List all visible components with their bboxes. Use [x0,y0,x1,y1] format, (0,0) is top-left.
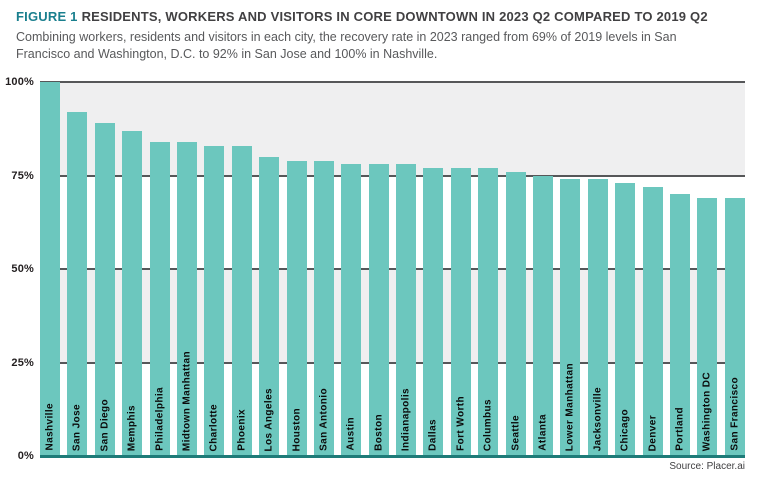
figure-title: FIGURE 1 RESIDENTS, WORKERS AND VISITORS … [16,9,746,24]
bar-label: Boston [373,414,385,451]
y-axis: 100% 75% 50% 25% 0% [0,76,34,462]
bar-seattle: Seattle [505,171,526,456]
bar-label: Chicago [619,408,631,451]
bar-phoenix: Phoenix [231,145,252,456]
bar-los-angeles: Los Angeles [259,156,280,456]
y-tick-label: 25% [11,356,34,369]
bar-label: Atlanta [537,414,549,451]
bar-chicago: Chicago [615,183,636,456]
bar-portland: Portland [669,194,690,456]
bar-fort-worth: Fort Worth [450,168,471,456]
bar-san-antonio: San Antonio [313,160,334,456]
gridline-25 [40,361,745,364]
bar-boston: Boston [368,164,389,456]
bar-indianapolis: Indianapolis [396,164,417,456]
bars-container: Nashville San Jose San Diego Memphis Philade… [40,82,745,456]
bar-washington-dc: Washington DC [697,197,718,456]
bar-label: Seattle [510,415,522,451]
x-axis-baseline [40,455,745,458]
plot-area: Nashville San Jose San Diego Memphis Philade… [40,81,745,458]
bar-label: Charlotte [208,403,220,452]
bar-label: San Antonio [318,388,330,451]
bar-label: Washington DC [701,371,713,451]
figure-subtitle: Combining workers, residents and visitor… [16,30,677,61]
bar-label: Nashville [44,403,56,451]
bar-houston: Houston [286,160,307,456]
bar-label: Phoenix [236,409,248,451]
figure-header: FIGURE 1 RESIDENTS, WORKERS AND VISITORS … [16,9,746,63]
gridline-75 [40,174,745,177]
bar-austin: Austin [341,164,362,456]
bar-label: Indianapolis [400,387,412,451]
bar-midtown-manhattan: Midtown Manhattan [176,141,197,456]
y-tick-label: 75% [11,169,34,182]
bar-san-jose: San Jose [67,111,88,456]
source-note: Source: Placer.ai [669,461,745,472]
bar-label: Denver [647,414,659,451]
bar-label: Los Angeles [263,387,275,452]
bar-columbus: Columbus [478,168,499,456]
y-tick-label: 100% [5,76,34,88]
bar-jacksonville: Jacksonville [587,179,608,456]
bar-memphis: Memphis [122,130,143,456]
bar-charlotte: Charlotte [204,145,225,456]
bar-label: Portland [674,407,686,451]
bar-label: Memphis [126,404,138,451]
bar-lower-manhattan: Lower Manhattan [560,179,581,456]
gridline-50 [40,268,745,270]
bar-label: Austin [345,417,357,451]
bar-atlanta: Atlanta [533,175,554,456]
bar-philadelphia: Philadelphia [149,141,170,456]
bar-dallas: Dallas [423,168,444,456]
bar-san-francisco: San Francisco [724,197,745,456]
bar-san-diego: San Diego [94,123,115,456]
figure-number-label: FIGURE 1 [16,9,78,24]
bar-label: Houston [291,407,303,451]
y-tick-label: 0% [17,450,34,462]
bar-label: San Jose [71,403,83,451]
bar-label: Jacksonville [592,386,604,451]
bar-label: Fort Worth [455,396,467,451]
bar-label: Midtown Manhattan [181,350,193,451]
bar-nashville: Nashville [40,82,60,456]
bar-label: Philadelphia [154,387,166,451]
bar-label: San Diego [99,398,111,452]
bar-denver: Denver [642,186,663,456]
bar-label: Dallas [427,419,439,451]
bar-label: San Francisco [729,377,741,451]
gridline-100 [40,81,745,83]
y-tick-label: 50% [11,263,34,275]
bar-label: Lower Manhattan [564,362,576,451]
figure-title-text: RESIDENTS, WORKERS AND VISITORS IN CORE … [81,9,708,24]
bar-label: Columbus [482,398,494,451]
